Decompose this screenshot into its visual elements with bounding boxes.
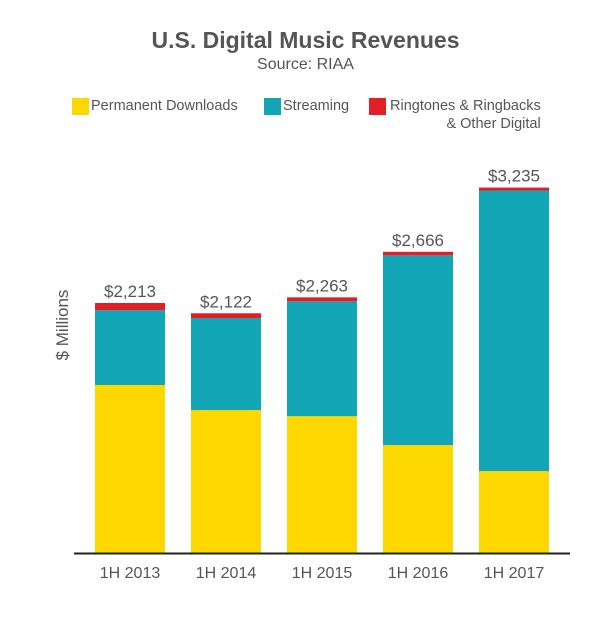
legend-item-streaming: Streaming xyxy=(264,97,349,115)
total-label-1h-2013: $2,213 xyxy=(104,282,156,301)
legend-swatch-permanent-downloads xyxy=(72,98,89,115)
legend-swatch-ringtones-other xyxy=(369,98,386,115)
legend-label-line2: & Other Digital xyxy=(446,116,541,132)
bar-segment-streaming-1h-2015 xyxy=(287,301,357,417)
bar-segment-ringtones-ringbacks-other-digital-1h-2016 xyxy=(383,251,453,256)
bar-segment-streaming-1h-2014 xyxy=(191,318,261,411)
y-axis-label: $ Millions xyxy=(53,290,72,361)
legend-swatch-streaming xyxy=(264,98,281,115)
chart-title: U.S. Digital Music Revenues xyxy=(151,27,460,53)
total-label-1h-2015: $2,263 xyxy=(296,276,348,295)
total-label-1h-2016: $2,666 xyxy=(392,231,444,250)
bar-segment-streaming-1h-2016 xyxy=(383,255,453,446)
legend-item-ringtones-other: Ringtones & Ringbacks & Other Digital xyxy=(369,97,541,133)
legend-label: Streaming xyxy=(283,98,350,114)
total-label-1h-2014: $2,122 xyxy=(200,292,252,311)
bar-segment-permanent-downloads-1h-2013 xyxy=(95,385,165,553)
bar-segment-permanent-downloads-1h-2014 xyxy=(191,410,261,553)
bars-group xyxy=(95,187,549,553)
bar-segment-permanent-downloads-1h-2017 xyxy=(479,471,549,553)
bar-segment-ringtones-ringbacks-other-digital-1h-2013 xyxy=(95,303,165,311)
bar-segment-ringtones-ringbacks-other-digital-1h-2015 xyxy=(287,297,357,302)
bar-segment-streaming-1h-2013 xyxy=(95,310,165,386)
legend-label-line1: Ringtones & Ringbacks xyxy=(390,98,541,114)
legend-label: Permanent Downloads xyxy=(91,98,238,114)
labels-group: $2,213 1H 2013 $2,122 1H 2014 $2,263 1H 2015 $… xyxy=(100,167,545,582)
x-tick-label-1h-2014: 1H 2014 xyxy=(196,565,257,582)
x-tick-label-1h-2013: 1H 2013 xyxy=(100,565,161,582)
x-tick-label-1h-2015: 1H 2015 xyxy=(292,565,353,582)
x-tick-label-1h-2016: 1H 2016 xyxy=(388,565,449,582)
legend-item-permanent-downloads: Permanent Downloads xyxy=(72,97,238,115)
chart-subtitle: Source: RIAA xyxy=(257,56,354,73)
x-tick-label-1h-2017: 1H 2017 xyxy=(484,565,545,582)
legend-label: Ringtones & Ringbacks & Other Digital xyxy=(390,97,541,133)
bar-segment-streaming-1h-2017 xyxy=(479,190,549,472)
bar-segment-permanent-downloads-1h-2015 xyxy=(287,416,357,553)
bar-segment-ringtones-ringbacks-other-digital-1h-2017 xyxy=(479,187,549,191)
bar-segment-permanent-downloads-1h-2016 xyxy=(383,445,453,553)
total-label-1h-2017: $3,235 xyxy=(488,167,540,186)
bar-segment-ringtones-ringbacks-other-digital-1h-2014 xyxy=(191,313,261,319)
